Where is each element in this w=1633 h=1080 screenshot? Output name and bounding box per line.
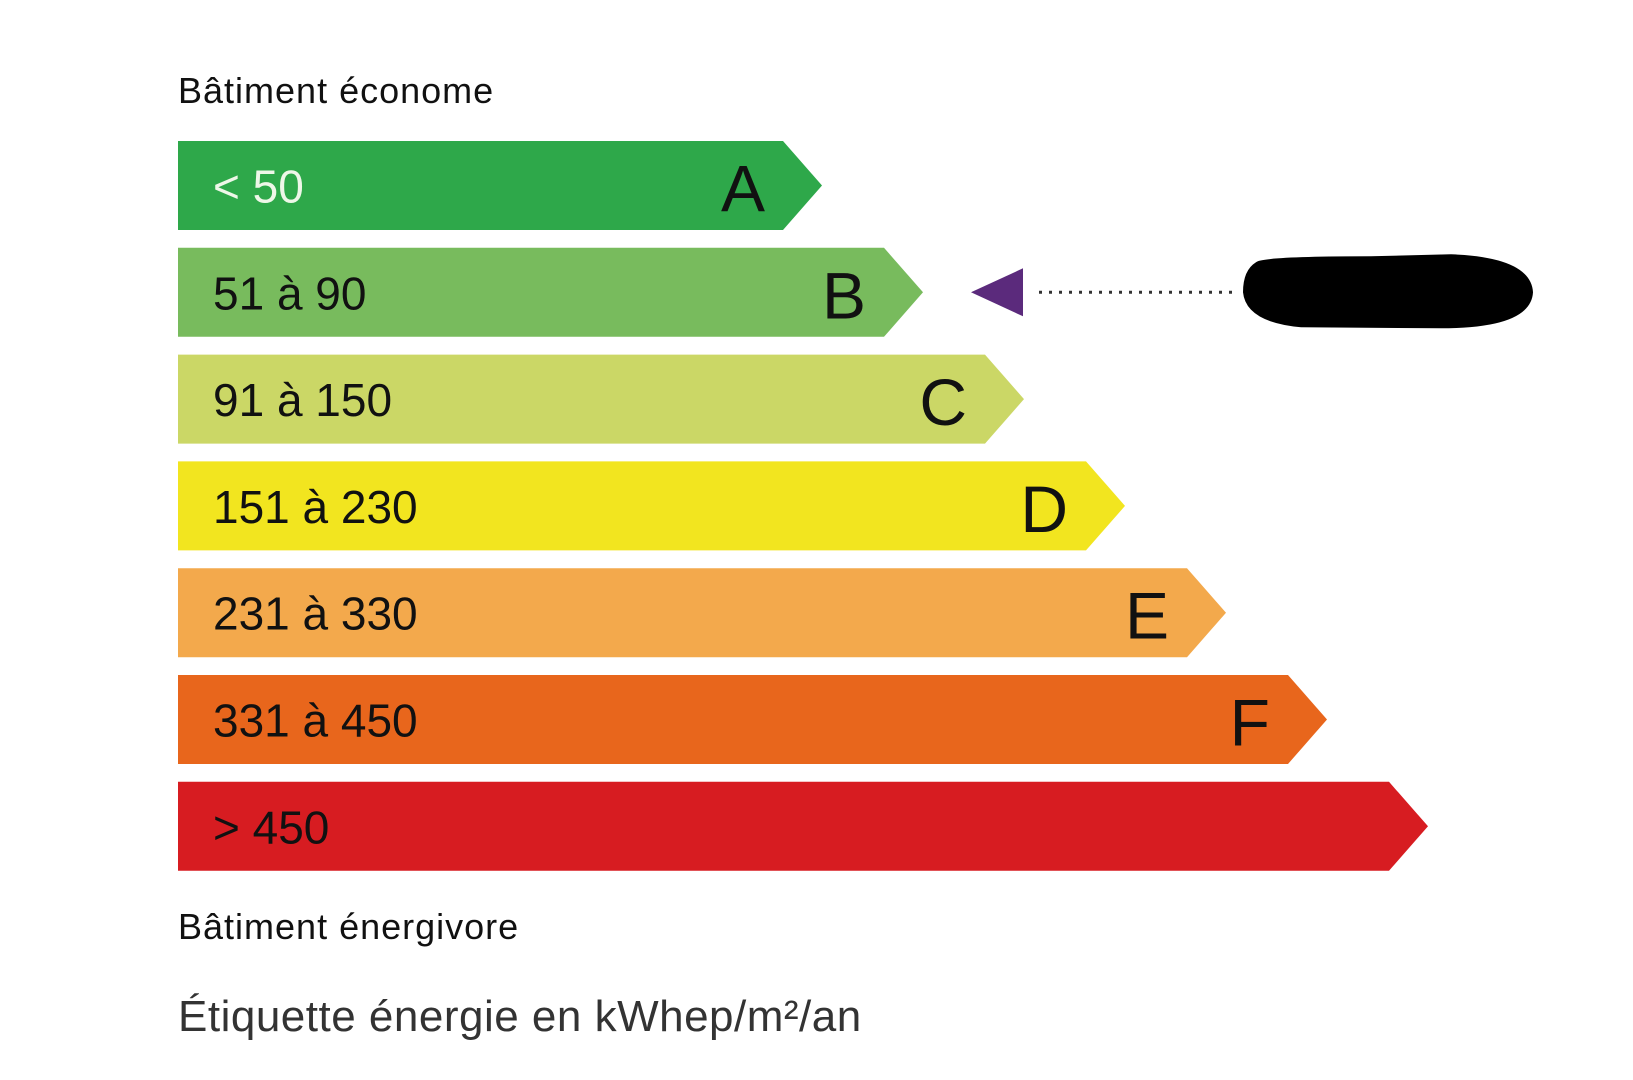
unit-label: Étiquette énergie en kWhep/m²/an [178, 992, 862, 1041]
range-label-G: > 450 [213, 801, 329, 853]
range-label-C: 91 à 150 [213, 374, 392, 426]
class-letter-B: B [822, 258, 866, 332]
class-letter-F: F [1230, 686, 1270, 760]
bar-D [178, 461, 1125, 551]
bar-G [178, 781, 1428, 871]
bar-C [178, 354, 1024, 444]
range-label-F: 331 à 450 [213, 695, 418, 747]
rating-indicator-arrow-icon [971, 268, 1023, 317]
range-label-E: 231 à 330 [213, 588, 418, 640]
range-label-D: 151 à 230 [213, 481, 418, 533]
range-label-B: 51 à 90 [213, 267, 366, 319]
bar-E [178, 568, 1226, 658]
top-label-efficient: Bâtiment économe [178, 70, 495, 111]
bar-F [178, 675, 1327, 764]
class-letter-C: C [919, 365, 967, 439]
class-letter-A: A [721, 152, 765, 226]
class-letter-D: D [1020, 472, 1068, 546]
redaction-blob [1243, 254, 1533, 329]
bar-A [178, 141, 822, 230]
bar-B [178, 247, 923, 337]
bottom-label-energy-hungry: Bâtiment énergivore [178, 906, 520, 947]
class-letter-E: E [1125, 579, 1169, 653]
range-label-A: < 50 [213, 161, 304, 213]
